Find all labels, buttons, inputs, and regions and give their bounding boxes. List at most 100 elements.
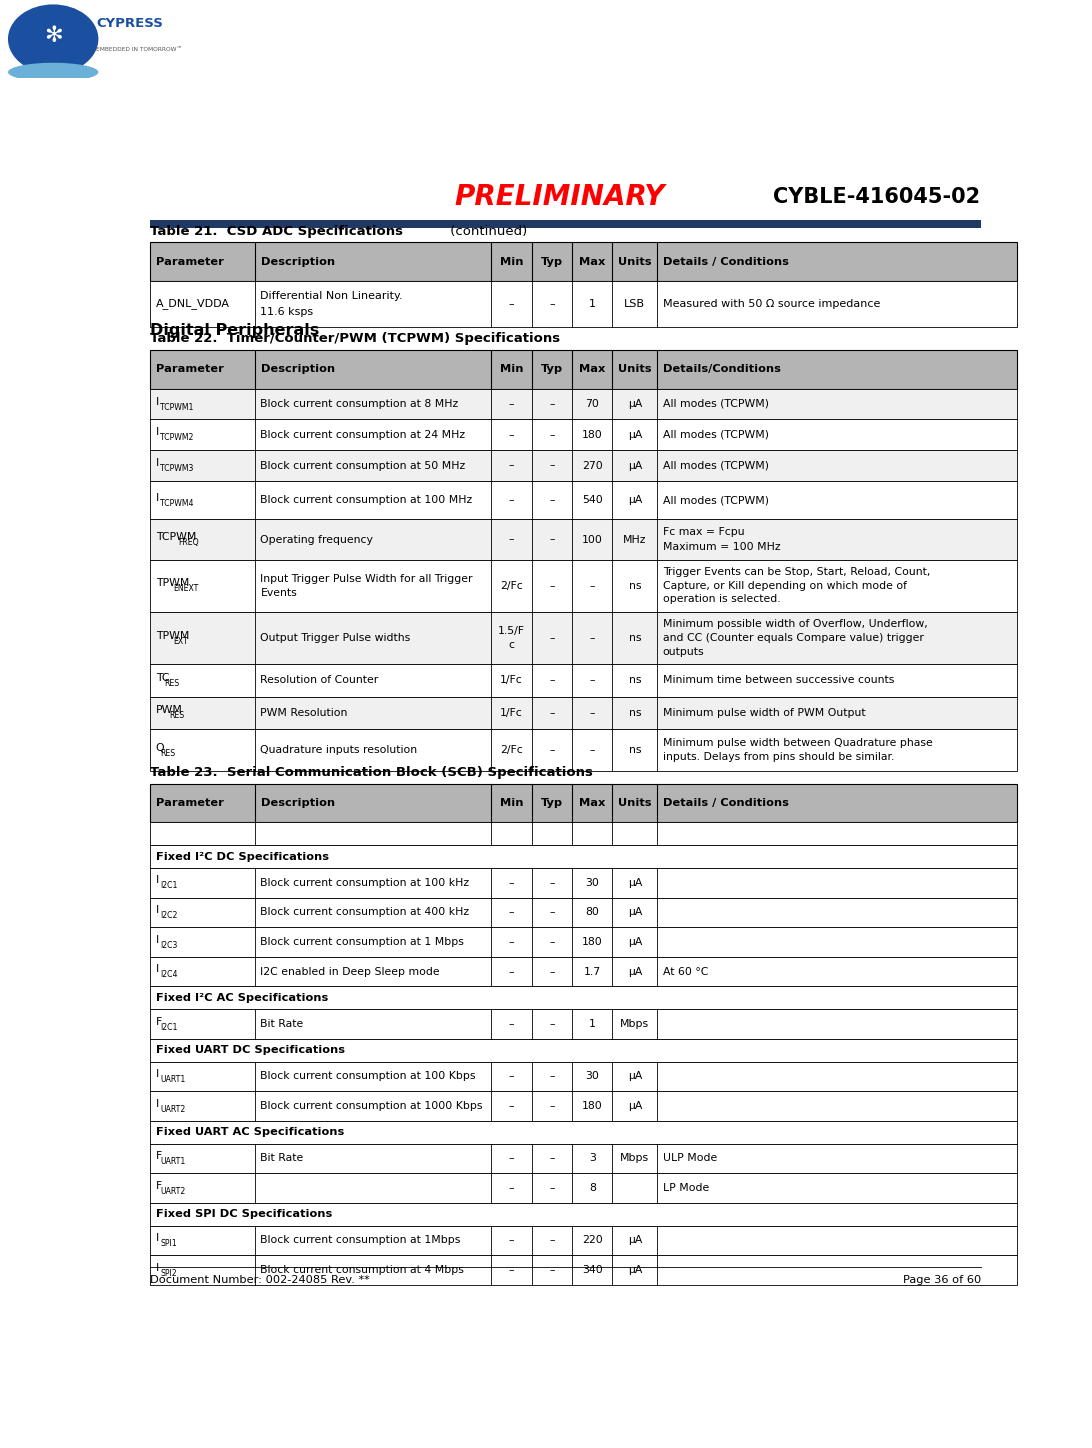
Text: –: – <box>509 1183 514 1193</box>
Text: Details / Conditions: Details / Conditions <box>663 256 788 266</box>
Text: –: – <box>549 495 555 505</box>
Text: I: I <box>156 427 159 437</box>
Text: I2C enabled in Deep Sleep mode: I2C enabled in Deep Sleep mode <box>261 967 440 976</box>
Text: TCPWM4: TCPWM4 <box>161 498 193 508</box>
Bar <box>151 1092 1017 1121</box>
Text: Minimum pulse width of PWM Output: Minimum pulse width of PWM Output <box>663 708 865 718</box>
Bar <box>151 898 1017 927</box>
Bar <box>151 420 1017 450</box>
Text: I: I <box>156 492 159 502</box>
Text: Parameter: Parameter <box>156 798 224 808</box>
Bar <box>151 1009 1017 1038</box>
Text: At 60 °C: At 60 °C <box>663 967 708 976</box>
Bar <box>151 1144 1017 1173</box>
Text: –: – <box>549 746 555 754</box>
Text: –: – <box>549 967 555 976</box>
Text: –: – <box>590 708 595 718</box>
Text: All modes (TCPWM): All modes (TCPWM) <box>663 400 769 408</box>
Text: 1: 1 <box>589 298 596 308</box>
Text: I2C3: I2C3 <box>161 941 178 950</box>
Text: CYBLE-416045-02: CYBLE-416045-02 <box>772 187 980 207</box>
Text: –: – <box>549 1235 555 1245</box>
Bar <box>151 728 1017 772</box>
Bar <box>151 822 1017 846</box>
Text: –: – <box>549 1100 555 1111</box>
Text: I: I <box>156 1069 159 1079</box>
Text: –: – <box>590 675 595 685</box>
Text: 8: 8 <box>589 1183 595 1193</box>
Text: Measured with 50 Ω source impedance: Measured with 50 Ω source impedance <box>663 298 880 308</box>
Text: TCPWM2: TCPWM2 <box>161 433 193 443</box>
Bar <box>151 986 1017 1009</box>
Text: Table 23.  Serial Communication Block (SCB) Specifications: Table 23. Serial Communication Block (SC… <box>151 766 593 779</box>
Text: Q: Q <box>156 743 165 753</box>
Bar <box>151 1061 1017 1092</box>
Text: –: – <box>509 534 514 544</box>
Text: Typ: Typ <box>541 798 563 808</box>
Text: PRELIMINARY: PRELIMINARY <box>454 182 665 211</box>
Text: –: – <box>549 1266 555 1276</box>
Text: I: I <box>156 1099 159 1109</box>
Text: –: – <box>590 581 595 591</box>
Text: μA: μA <box>628 495 642 505</box>
Text: Block current consumption at 4 Mbps: Block current consumption at 4 Mbps <box>261 1266 464 1276</box>
Text: Block current consumption at 1000 Kbps: Block current consumption at 1000 Kbps <box>261 1100 483 1111</box>
Text: PWM: PWM <box>156 705 182 715</box>
Text: Block current consumption at 100 MHz: Block current consumption at 100 MHz <box>261 495 473 505</box>
Text: Fixed I²C AC Specifications: Fixed I²C AC Specifications <box>156 993 328 1003</box>
Text: I2C4: I2C4 <box>161 970 178 979</box>
Text: Events: Events <box>261 588 297 598</box>
Text: 180: 180 <box>582 1100 603 1111</box>
Text: Resolution of Counter: Resolution of Counter <box>261 675 379 685</box>
Text: –: – <box>549 430 555 440</box>
Text: PWM Resolution: PWM Resolution <box>261 708 348 718</box>
Text: Block current consumption at 50 MHz: Block current consumption at 50 MHz <box>261 460 466 471</box>
Text: Trigger Events can be Stop, Start, Reload, Count,: Trigger Events can be Stop, Start, Reloa… <box>663 568 930 576</box>
Text: 100: 100 <box>582 534 603 544</box>
Text: 180: 180 <box>582 937 603 947</box>
Text: Block current consumption at 8 MHz: Block current consumption at 8 MHz <box>261 400 459 408</box>
Text: All modes (TCPWM): All modes (TCPWM) <box>663 460 769 471</box>
Text: I2C1: I2C1 <box>161 1022 178 1031</box>
Text: TCPWM: TCPWM <box>156 533 197 542</box>
Text: All modes (TCPWM): All modes (TCPWM) <box>663 495 769 505</box>
Bar <box>151 1225 1017 1255</box>
Text: Units: Units <box>618 256 652 266</box>
Text: –: – <box>549 1154 555 1163</box>
Text: Quadrature inputs resolution: Quadrature inputs resolution <box>261 746 417 754</box>
Text: –: – <box>549 1019 555 1030</box>
Text: –: – <box>549 460 555 471</box>
Text: –: – <box>509 1100 514 1111</box>
Bar <box>151 696 1017 728</box>
Text: 1.7: 1.7 <box>583 967 601 976</box>
Text: Block current consumption at 100 kHz: Block current consumption at 100 kHz <box>261 877 470 888</box>
Text: EMBEDDED IN TOMORROW™: EMBEDDED IN TOMORROW™ <box>96 48 182 52</box>
Text: –: – <box>549 877 555 888</box>
Text: RES: RES <box>169 711 185 720</box>
Bar <box>151 1255 1017 1284</box>
Text: μA: μA <box>628 1100 642 1111</box>
Text: 1: 1 <box>589 1019 595 1030</box>
Text: 2/Fc: 2/Fc <box>500 746 523 754</box>
Text: μA: μA <box>628 460 642 471</box>
Text: μA: μA <box>628 1266 642 1276</box>
Bar <box>151 559 1017 613</box>
Text: UART1: UART1 <box>161 1074 186 1085</box>
Text: 1/Fc: 1/Fc <box>500 708 523 718</box>
Text: –: – <box>509 400 514 408</box>
Text: –: – <box>509 298 514 308</box>
Text: 340: 340 <box>582 1266 603 1276</box>
Ellipse shape <box>8 4 98 74</box>
Text: TPWM: TPWM <box>156 578 189 588</box>
Text: μA: μA <box>628 1235 642 1245</box>
Text: –: – <box>549 1072 555 1082</box>
Text: –: – <box>549 908 555 918</box>
Text: Units: Units <box>618 798 652 808</box>
Text: Document Number: 002-24085 Rev. **: Document Number: 002-24085 Rev. ** <box>151 1274 370 1284</box>
Text: Max: Max <box>579 798 605 808</box>
Bar <box>151 520 1017 559</box>
Text: F: F <box>156 1151 162 1161</box>
Text: TPWM: TPWM <box>156 631 189 641</box>
Text: MHz: MHz <box>624 534 646 544</box>
Text: Fixed UART AC Specifications: Fixed UART AC Specifications <box>156 1127 344 1137</box>
